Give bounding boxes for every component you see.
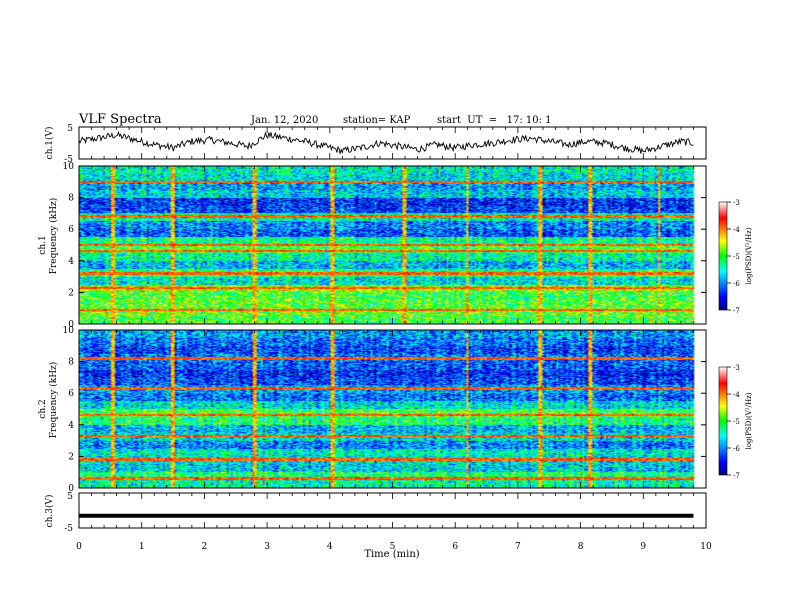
x-axis-label: Time (min): [364, 549, 419, 560]
spec1-ytick-label: 6: [68, 225, 74, 235]
spec1-yticks: 0 2 4 6 8 10: [63, 162, 706, 330]
spec2-panel: 0 2 4 6 8 10 ch.2 Frequency (kHz): [38, 326, 707, 494]
spec2-ytick-label: 8: [68, 358, 74, 368]
colorbar-2-label: log(PSD)(V²/Hz): [745, 392, 753, 449]
colorbar-tick-label: -4: [733, 226, 740, 234]
spec1-freq-label: Frequency (kHz): [48, 198, 59, 275]
x-tick-label: 9: [640, 542, 646, 552]
ch1-ytick-top: 5: [67, 124, 73, 134]
spec2-ytick-label: 6: [68, 389, 74, 399]
ch1-spectrogram-image: [79, 166, 706, 324]
ch3-ylabel: ch.3(V): [44, 495, 55, 528]
colorbar-tick-label: -5: [733, 418, 740, 426]
start-time-label: start UT = 17: 10: 1: [437, 115, 552, 126]
colorbar-tick-label: -4: [733, 391, 740, 399]
x-tick-label: 7: [515, 542, 521, 552]
x-tick-label: 1: [139, 542, 145, 552]
time-axis: 0 1 2 3 4 5 6 7 8 9 10: [76, 127, 712, 552]
spec2-ytick-label: 2: [68, 452, 74, 462]
spec2-freq-label: Frequency (kHz): [48, 362, 59, 439]
colorbar-tick-label: -7: [733, 472, 740, 480]
spec2-ytick-label: 4: [68, 421, 74, 431]
colorbar-1-ticks: -3 -4 -5 -6 -7: [727, 199, 740, 315]
spec1-channel-label: ch.1: [38, 235, 48, 254]
colorbar-tick-label: -3: [733, 199, 740, 207]
colorbar-2-ticks: -3 -4 -5 -6 -7: [727, 364, 740, 480]
spec2-ytick-label: 10: [63, 326, 75, 336]
x-tick-label: 0: [76, 542, 82, 552]
spec1-ytick-label: 0: [68, 320, 74, 330]
spec2-ytick-label: 0: [68, 484, 74, 494]
spec2-channel-label: ch.2: [38, 399, 48, 418]
colorbar-1-label: log(PSD)(V²/Hz): [745, 227, 753, 284]
spec1-ytick-label: 2: [68, 288, 74, 298]
ch1-ylabel: ch.1(V): [44, 127, 55, 160]
colorbar-tick-label: -5: [733, 253, 740, 261]
spec1-ytick-label: 10: [63, 162, 75, 172]
spec1-panel: 0 2 4 6 8 10 ch.1 Frequency (kHz): [38, 162, 707, 330]
ch3-ytick-top: 5: [67, 492, 73, 502]
colorbar-tick-label: -3: [733, 364, 740, 372]
ch1-ytick-bottom: -5: [64, 155, 73, 165]
x-tick-label: 6: [452, 542, 458, 552]
colorbar-tick-label: -7: [733, 307, 740, 315]
figure-title: VLF Spectra: [79, 112, 162, 127]
spec1-ytick-label: 8: [68, 194, 74, 204]
date-label: Jan. 12, 2020: [251, 115, 319, 126]
ch1-panel: 5 -5 ch.1(V): [44, 124, 707, 165]
ch3-panel: 5 -5 ch.3(V): [44, 492, 707, 534]
x-tick-label: 10: [700, 542, 712, 552]
x-tick-label: 2: [202, 542, 208, 552]
colorbar-tick-label: -6: [733, 280, 740, 288]
ch1-waveform-line: [78, 130, 694, 154]
colorbar-2: -3 -4 -5 -6 -7 log(PSD)(V²/Hz): [718, 364, 753, 480]
x-tick-label: 3: [264, 542, 270, 552]
spec1-ytick-label: 4: [68, 257, 74, 267]
spec2-yticks: 0 2 4 6 8 10: [63, 326, 706, 494]
ch2-spectrogram-image: [79, 330, 706, 488]
x-tick-label: 8: [578, 542, 584, 552]
x-tick-label: 4: [327, 542, 333, 552]
colorbar-1: -3 -4 -5 -6 -7 log(PSD)(V²/Hz): [718, 199, 753, 315]
x-tick-label: 5: [390, 542, 396, 552]
colorbar-tick-label: -6: [733, 445, 740, 453]
station-label: station= KAP: [343, 115, 411, 126]
ch3-ytick-bottom: -5: [64, 524, 73, 534]
